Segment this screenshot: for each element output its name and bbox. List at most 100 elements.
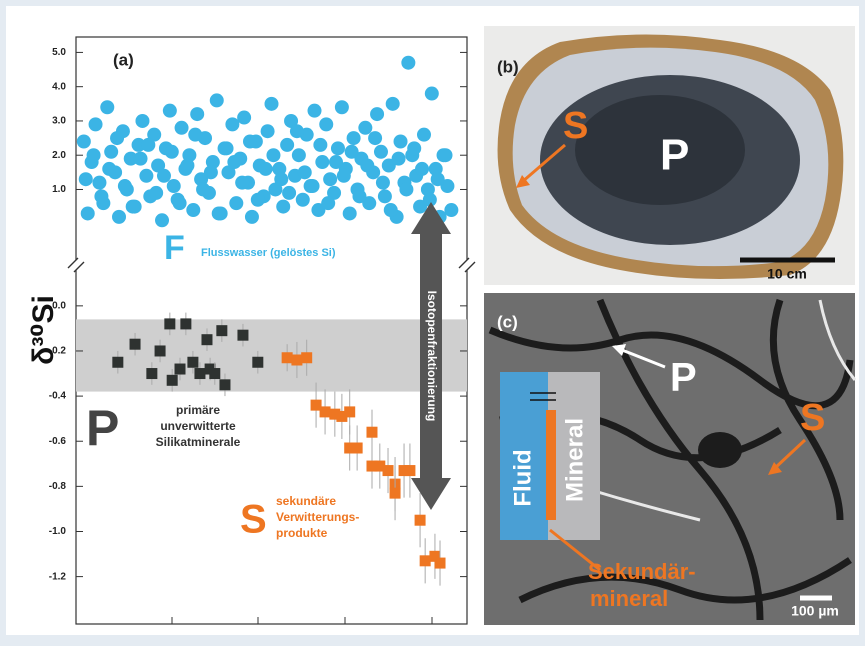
- data-point: [331, 141, 345, 155]
- data-point: [265, 97, 279, 111]
- scale-label: 10 cm: [767, 266, 807, 282]
- data-point: [194, 368, 205, 379]
- data-point: [390, 488, 401, 499]
- data-point: [415, 162, 429, 176]
- data-point: [112, 210, 126, 224]
- data-point: [337, 169, 351, 183]
- data-point: [118, 179, 132, 193]
- y-axis-label: δ³⁰Si: [27, 295, 60, 365]
- data-point: [175, 121, 189, 135]
- data-point: [141, 138, 155, 152]
- data-point: [329, 155, 343, 169]
- data-point: [290, 124, 304, 138]
- data-point: [319, 117, 333, 131]
- series-description: primäre: [176, 403, 220, 417]
- y-tick-label: 1.0: [52, 184, 66, 195]
- data-point: [167, 375, 178, 386]
- data-point: [243, 135, 257, 149]
- data-point: [227, 155, 241, 169]
- data-point: [378, 189, 392, 203]
- data-point: [163, 104, 177, 118]
- data-point: [296, 193, 310, 207]
- series-description: unverwitterte: [160, 419, 236, 433]
- data-point: [87, 148, 101, 162]
- data-point: [358, 121, 372, 135]
- label: S: [563, 105, 588, 147]
- data-point: [343, 206, 357, 220]
- data-point: [204, 165, 218, 179]
- y-tick-label: -0.8: [49, 481, 67, 492]
- data-point: [173, 196, 187, 210]
- data-point: [201, 334, 212, 345]
- data-point: [376, 176, 390, 190]
- data-point: [345, 145, 359, 159]
- page: 1.02.03.04.05.0 0.0-0.2-0.4-0.6-0.8-1.0-…: [0, 0, 865, 641]
- data-point: [77, 135, 91, 149]
- data-point: [374, 145, 388, 159]
- data-point: [282, 352, 293, 363]
- data-point: [186, 203, 200, 217]
- series-description: sekundäre: [276, 494, 336, 508]
- data-point: [370, 107, 384, 121]
- label: Fluid: [509, 449, 536, 506]
- data-point: [259, 162, 273, 176]
- data-point: [360, 158, 374, 172]
- series-label: P: [86, 400, 119, 456]
- annotation: Isotopenfraktionierung: [425, 291, 439, 422]
- data-point: [235, 176, 249, 190]
- data-point: [384, 203, 398, 217]
- data-point: [225, 117, 239, 131]
- data-point: [209, 368, 220, 379]
- data-point: [81, 206, 95, 220]
- data-point: [323, 172, 337, 186]
- data-point: [298, 165, 312, 179]
- data-point: [180, 158, 194, 172]
- data-point: [431, 172, 445, 186]
- data-point: [92, 176, 106, 190]
- data-point: [237, 111, 251, 125]
- data-point: [352, 443, 363, 454]
- data-point: [386, 97, 400, 111]
- data-point: [308, 104, 322, 118]
- data-point: [134, 152, 148, 166]
- data-point: [392, 152, 406, 166]
- data-point: [438, 148, 452, 162]
- data-point: [212, 206, 226, 220]
- data-point: [187, 357, 198, 368]
- y-tick-label: -0.6: [49, 436, 67, 447]
- y-tick-label: 2.0: [52, 150, 66, 161]
- data-point: [190, 107, 204, 121]
- series-description: Verwitterungs-: [276, 510, 359, 524]
- data-point: [126, 200, 140, 214]
- data-point: [282, 186, 296, 200]
- data-point: [383, 465, 394, 476]
- data-point: [266, 148, 280, 162]
- data-point: [100, 100, 114, 114]
- data-point: [229, 196, 243, 210]
- data-point: [110, 131, 124, 145]
- data-point: [251, 193, 265, 207]
- data-point: [112, 357, 123, 368]
- data-point: [216, 325, 227, 336]
- series-label: S: [240, 498, 267, 542]
- data-point: [276, 200, 290, 214]
- data-point: [404, 465, 415, 476]
- data-point: [94, 189, 108, 203]
- data-point: [274, 172, 288, 186]
- data-point: [344, 406, 355, 417]
- data-point: [237, 330, 248, 341]
- data-point: [444, 203, 458, 217]
- figure: 1.02.03.04.05.0 0.0-0.2-0.4-0.6-0.8-1.0-…: [0, 0, 865, 641]
- data-point: [157, 169, 171, 183]
- data-point: [175, 364, 186, 375]
- y-tick-label: 5.0: [52, 47, 66, 58]
- data-point: [196, 182, 210, 196]
- scale-label: 100 µm: [791, 603, 839, 619]
- panel-label: (b): [497, 57, 519, 76]
- data-point: [280, 138, 294, 152]
- data-point: [401, 56, 415, 70]
- data-point: [352, 189, 366, 203]
- data-point: [425, 87, 439, 101]
- label: Sekundär-: [588, 559, 696, 584]
- data-point: [135, 114, 149, 128]
